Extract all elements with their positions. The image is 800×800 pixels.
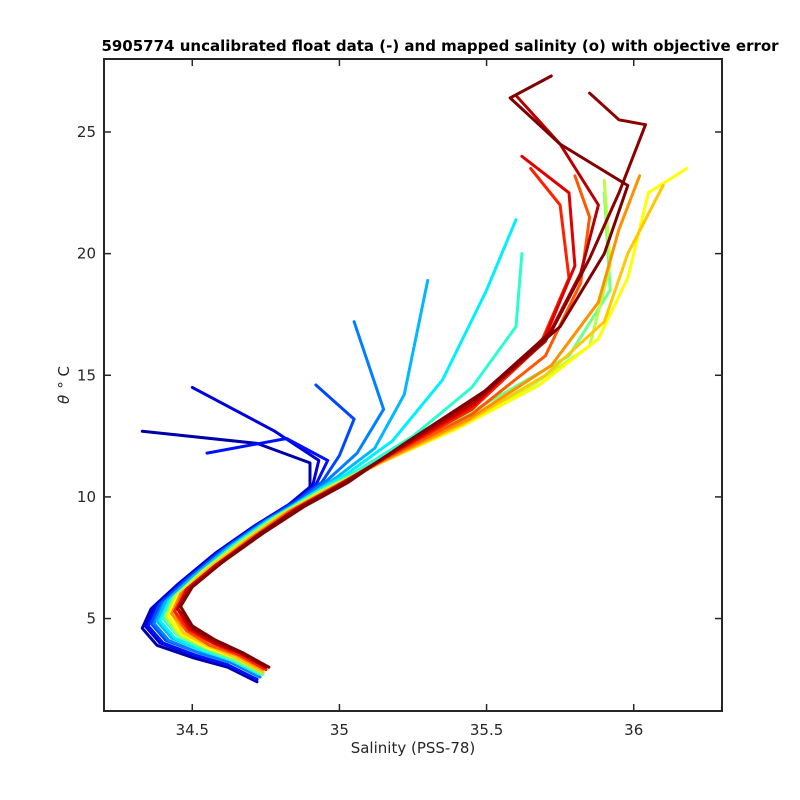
y-axis-label: θ ° C — [55, 366, 73, 404]
y-tick-label-4: 25 — [77, 123, 96, 141]
x-axis-label: Salinity (PSS-78) — [351, 739, 476, 757]
x-axis: 34.5 35 35.5 36 — [176, 59, 643, 739]
plot-frame — [103, 58, 723, 712]
y-tick-label-1: 10 — [77, 488, 96, 506]
x-tick-label-1: 35 — [330, 721, 349, 739]
series-line-18 — [179, 74, 630, 669]
y-tick-label-0: 5 — [86, 610, 96, 628]
y-axis-label-unit: ° C — [55, 366, 73, 389]
y-tick-label-3: 20 — [77, 245, 96, 263]
series-group — [140, 74, 689, 684]
y-axis-label-symbol: θ — [55, 395, 73, 404]
x-tick-label-0: 34.5 — [176, 721, 209, 739]
x-tick-label-3: 36 — [624, 721, 643, 739]
y-axis: 5 10 15 20 25 — [77, 123, 722, 628]
plot-area — [104, 59, 722, 711]
y-tick-label-2: 15 — [77, 366, 96, 384]
series-line-7 — [161, 252, 524, 676]
x-tick-label-2: 35.5 — [470, 721, 503, 739]
chart-title: 5905774 uncalibrated float data (-) and … — [101, 37, 779, 55]
